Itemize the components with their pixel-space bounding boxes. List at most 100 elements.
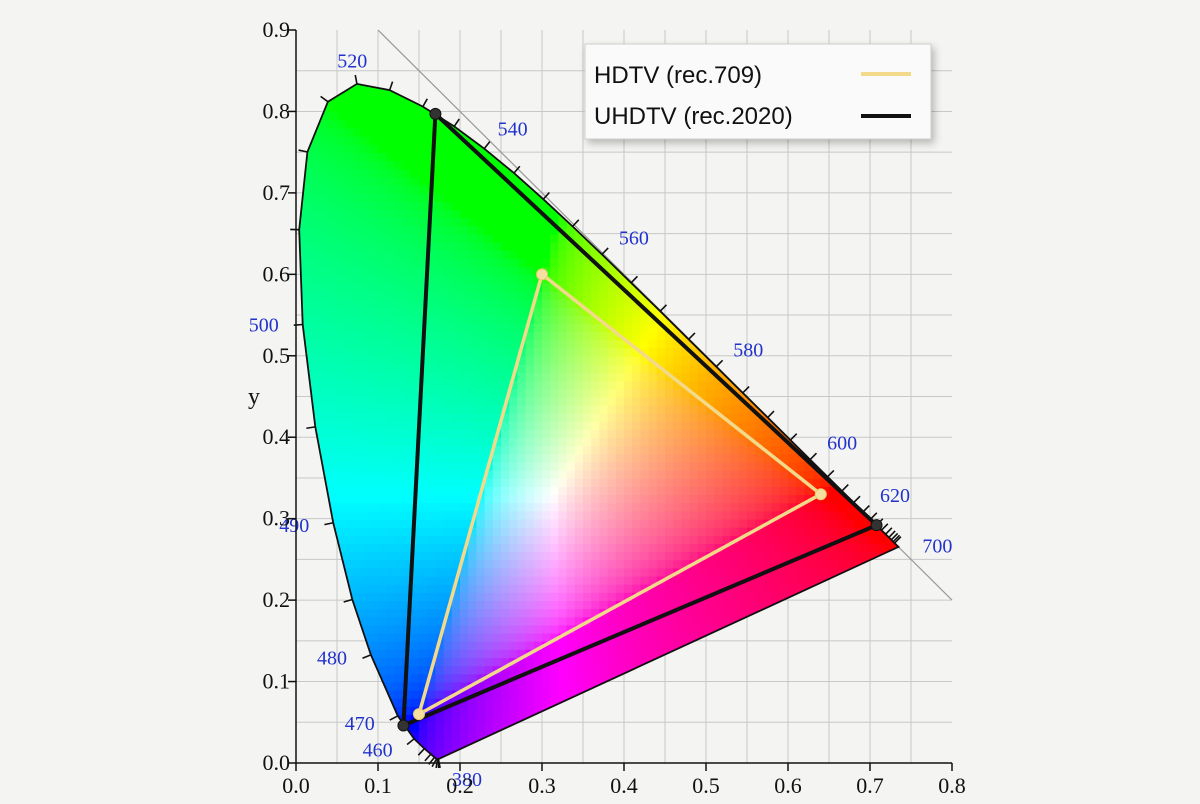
color-tile <box>369 412 379 422</box>
color-tile <box>492 266 502 276</box>
color-tile <box>427 135 437 145</box>
color-tile <box>320 135 330 145</box>
color-tile <box>378 160 388 170</box>
color-tile <box>443 249 453 259</box>
color-tile <box>337 347 347 357</box>
color-tile <box>304 306 314 316</box>
color-tile <box>320 225 330 235</box>
color-tile <box>722 534 732 544</box>
color-tile <box>476 608 486 618</box>
color-tile <box>574 290 584 300</box>
color-tile <box>509 583 519 593</box>
color-tile <box>369 363 379 373</box>
color-tile <box>460 209 470 219</box>
color-tile <box>747 608 757 618</box>
color-tile <box>517 355 527 365</box>
color-tile <box>394 127 404 137</box>
color-tile <box>427 461 437 471</box>
color-tile <box>460 453 470 463</box>
color-tile <box>402 144 412 154</box>
color-tile <box>402 241 412 251</box>
color-tile <box>550 437 560 447</box>
color-tile <box>533 583 543 593</box>
color-tile <box>689 583 699 593</box>
color-tile <box>378 355 388 365</box>
color-tile <box>550 510 560 520</box>
color-tile <box>419 657 429 667</box>
color-tile <box>681 526 691 536</box>
color-tile <box>681 583 691 593</box>
color-tile <box>501 591 511 602</box>
color-tile <box>615 526 625 536</box>
color-tile <box>476 477 486 487</box>
color-tile <box>435 290 445 300</box>
color-tile <box>730 559 740 569</box>
color-tile <box>460 591 470 602</box>
color-tile <box>509 420 519 430</box>
color-tile <box>517 306 527 316</box>
color-tile <box>386 103 396 113</box>
color-tile <box>394 608 404 618</box>
color-tile <box>328 510 338 520</box>
color-tile <box>542 290 552 300</box>
color-tile <box>337 534 347 544</box>
color-tile <box>574 363 584 373</box>
color-tile <box>386 477 396 487</box>
color-tile <box>501 469 511 479</box>
color-tile <box>353 209 363 219</box>
color-tile <box>443 486 453 496</box>
color-tile <box>312 363 322 373</box>
color-tile <box>435 738 445 748</box>
color-tile <box>501 290 511 300</box>
color-tile <box>583 388 593 398</box>
color-tile <box>369 306 379 316</box>
color-tile <box>624 453 634 463</box>
color-tile <box>656 453 666 463</box>
color-tile <box>533 217 543 227</box>
color-tile <box>640 616 650 626</box>
color-tile <box>451 437 461 447</box>
color-tile <box>402 160 412 170</box>
color-tile <box>771 567 781 577</box>
color-tile <box>747 551 757 561</box>
color-tile <box>550 396 560 406</box>
color-tile <box>624 616 634 626</box>
color-tile <box>361 518 371 528</box>
color-tile <box>468 673 478 683</box>
color-tile <box>402 697 412 707</box>
color-tile <box>706 567 716 577</box>
color-tile <box>771 486 781 496</box>
color-tile <box>517 477 527 487</box>
color-tile <box>525 404 535 414</box>
color-tile <box>722 551 732 561</box>
color-tile <box>591 477 601 487</box>
color-tile <box>550 543 560 553</box>
color-tile <box>722 429 732 439</box>
color-tile <box>369 127 379 137</box>
color-tile <box>599 526 609 536</box>
color-tile <box>730 453 740 463</box>
color-tile <box>304 331 314 341</box>
color-tile <box>550 640 560 650</box>
color-tile <box>361 477 371 487</box>
color-tile <box>591 551 601 561</box>
color-tile <box>304 192 314 202</box>
color-tile <box>337 453 347 463</box>
color-tile <box>345 323 355 333</box>
color-tile <box>369 323 379 333</box>
color-tile <box>689 404 699 414</box>
color-tile <box>501 583 511 593</box>
color-tile <box>509 331 519 341</box>
color-tile <box>427 494 437 504</box>
color-tile <box>533 648 543 659</box>
color-tile <box>468 160 478 170</box>
color-tile <box>558 526 568 536</box>
color-tile <box>419 738 429 748</box>
color-tile <box>689 429 699 439</box>
color-tile <box>345 518 355 528</box>
color-tile <box>361 339 371 349</box>
color-tile <box>369 388 379 398</box>
color-tile <box>525 363 535 373</box>
color-tile <box>386 396 396 406</box>
color-tile <box>624 608 634 618</box>
